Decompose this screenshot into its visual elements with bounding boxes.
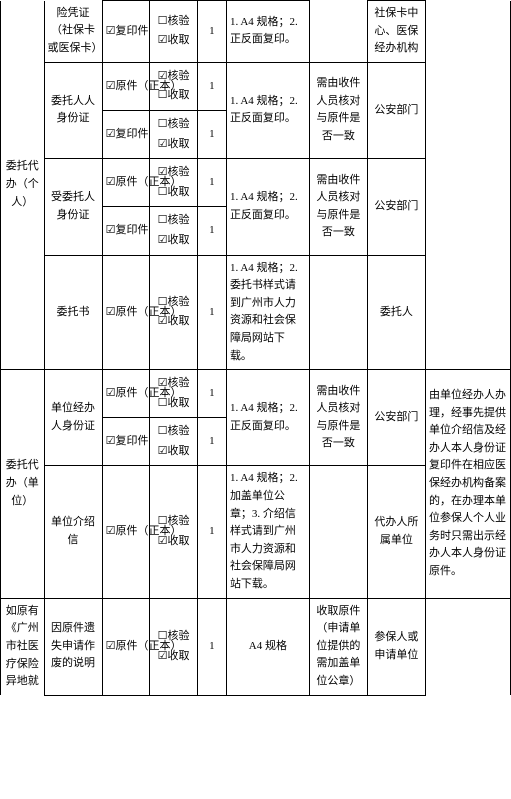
verify-cell: ☐核验☑收取: [150, 418, 198, 466]
spec-cell: 1. A4 规格；2. 加盖单位公章；3. 介绍信样式请到广州市人力资源和社会保…: [226, 466, 309, 598]
table-row: 委托代办（个人） 险凭证（社保卡或医保卡） ☑复印件 ☐核验☑收取 1 1. A…: [1, 1, 511, 63]
verify-cell: ☐核验☑收取: [150, 110, 198, 158]
verify-cell: ☐核验☑收取: [150, 207, 198, 255]
copytype-cell: ☑复印件: [102, 207, 150, 255]
copytype-cell: ☑原件（正本）: [102, 255, 150, 370]
copytype-cell: ☑原件（正本）: [102, 598, 150, 695]
spec-cell: 1. A4 规格；2. 委托书样式请到广州市人力资源和社会保障局网站下载。: [226, 255, 309, 370]
doc-agent-id: 受委托人身份证: [44, 159, 102, 255]
doc-risk-cert: 险凭证（社保卡或医保卡）: [44, 1, 102, 63]
spec-cell: A4 规格: [226, 598, 309, 695]
dept-cell: 代办人所属单位: [367, 466, 425, 598]
qty-cell: 1: [197, 255, 226, 370]
dept-cell: 社保卡中心、医保经办机构: [367, 1, 425, 63]
qty-cell: 1: [197, 370, 226, 418]
qty-cell: 1: [197, 110, 226, 158]
copytype-cell: ☑复印件: [102, 418, 150, 466]
qty-cell: 1: [197, 466, 226, 598]
doc-unit-intro: 单位介绍信: [44, 466, 102, 598]
spec-cell: 1. A4 规格；2. 正反面复印。: [226, 159, 309, 255]
qty-cell: 1: [197, 418, 226, 466]
note-cell: 由单位经办人办理，经事先提供单位介绍信及经办人本人身份证复印件在相应医保经办机构…: [425, 370, 510, 599]
copytype-cell: ☑原件（正本）: [102, 466, 150, 598]
condition-cell: [309, 1, 367, 63]
condition-cell: 需由收件人员核对与原件是否一致: [309, 370, 367, 466]
dept-cell: 参保人或申请单位: [367, 598, 425, 695]
category-unit: 委托代办（单位）: [1, 370, 45, 599]
dept-cell: 委托人: [367, 255, 425, 370]
dept-cell: 公安部门: [367, 62, 425, 158]
verify-cell: ☐核验☑收取: [150, 1, 198, 63]
qty-cell: 1: [197, 207, 226, 255]
qty-cell: 1: [197, 159, 226, 207]
copytype-cell: ☑原件（正本）: [102, 370, 150, 418]
condition-cell: [309, 255, 367, 370]
dept-cell: 公安部门: [367, 159, 425, 255]
copytype-cell: ☑复印件: [102, 110, 150, 158]
category-personal: 委托代办（个人）: [1, 1, 45, 370]
category-lost: 如原有《广州市社医疗保险异地就: [1, 598, 45, 695]
doc-unit-agent-id: 单位经办人身份证: [44, 370, 102, 466]
qty-cell: 1: [197, 1, 226, 63]
note-cell: [425, 598, 510, 695]
doc-lost-explain: 因原件遗失申请作废的说明: [44, 598, 102, 695]
doc-entrust: 委托书: [44, 255, 102, 370]
doc-principal-id: 委托人人身份证: [44, 62, 102, 158]
dept-cell: 公安部门: [367, 370, 425, 466]
condition-cell: 需由收件人员核对与原件是否一致: [309, 62, 367, 158]
spec-cell: 1. A4 规格；2. 正反面复印。: [226, 370, 309, 466]
spec-cell: 1. A4 规格；2. 正反面复印。: [226, 1, 309, 63]
spec-cell: 1. A4 规格；2. 正反面复印。: [226, 62, 309, 158]
documents-table: 委托代办（个人） 险凭证（社保卡或医保卡） ☑复印件 ☐核验☑收取 1 1. A…: [0, 0, 511, 696]
qty-cell: 1: [197, 598, 226, 695]
table-row: 委托代办（单位） 单位经办人身份证 ☑原件（正本） ☑核验☐收取 1 1. A4…: [1, 370, 511, 418]
table-row: 如原有《广州市社医疗保险异地就 因原件遗失申请作废的说明 ☑原件（正本） ☐核验…: [1, 598, 511, 695]
condition-cell: 收取原件（申请单位提供的需加盖单位公章）: [309, 598, 367, 695]
qty-cell: 1: [197, 62, 226, 110]
condition-cell: [309, 466, 367, 598]
note-cell: [425, 1, 510, 370]
condition-cell: 需由收件人员核对与原件是否一致: [309, 159, 367, 255]
copytype-cell: ☑原件（正本）: [102, 159, 150, 207]
copytype-cell: ☑复印件: [102, 1, 150, 63]
copytype-cell: ☑原件（正本）: [102, 62, 150, 110]
